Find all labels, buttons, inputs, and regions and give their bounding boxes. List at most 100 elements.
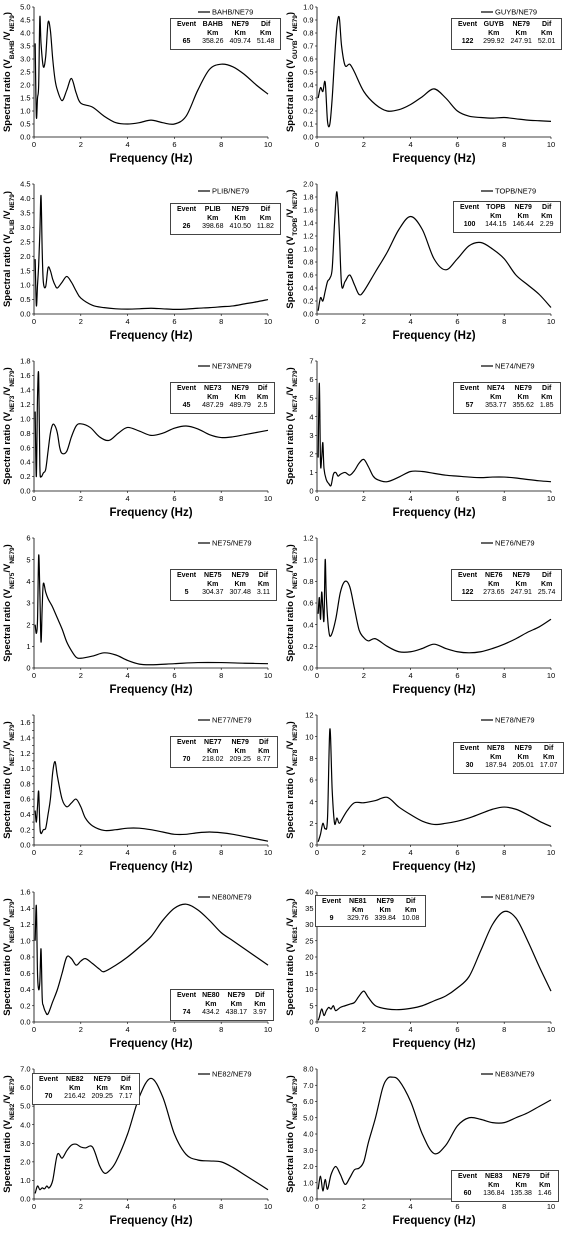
y-tick-label: 1.6 <box>20 371 30 380</box>
info-cell: 25.74 <box>537 589 556 596</box>
x-tick-label: 0 <box>315 671 319 680</box>
info-cell: NE82 <box>66 1076 84 1083</box>
info-cell: Event <box>177 385 197 392</box>
y-tick-label: 1.4 <box>20 904 30 913</box>
x-tick-label: 6 <box>455 140 459 149</box>
info-cell: Km <box>405 906 417 914</box>
info-cell: NE79 <box>231 206 249 213</box>
info-cell: Event <box>458 572 478 579</box>
y-tick-label: 6.0 <box>303 1097 313 1106</box>
info-cell: Event <box>177 206 197 213</box>
x-tick-label: 8 <box>219 671 223 680</box>
x-tick-label: 8 <box>219 848 223 857</box>
x-tick-label: 2 <box>362 494 366 503</box>
legend-label: NE76/NE79 <box>495 539 535 548</box>
info-cell: Km <box>488 580 500 588</box>
info-cell: Km <box>207 214 219 222</box>
x-tick-label: 4 <box>409 494 413 503</box>
x-axis-title: Frequency (Hz) <box>109 1038 192 1050</box>
event-info-table: Event NE74 NE79 Dif Km Km Km 57 353.77 355.62 1.85 <box>457 385 557 411</box>
x-tick-label: 10 <box>547 848 555 857</box>
info-cell <box>455 581 480 590</box>
info-cell: 409.74 <box>229 38 251 45</box>
y-tick-label: 0.5 <box>303 68 313 77</box>
x-tick-label: 4 <box>409 1025 413 1034</box>
series-line-bahb <box>34 15 269 125</box>
x-axis-title: Frequency (Hz) <box>392 1038 475 1050</box>
legend-label: PLIB/NE79 <box>212 187 249 196</box>
info-cell: NE79 <box>514 745 532 752</box>
x-tick-label: 10 <box>264 140 272 149</box>
x-tick-label: 0 <box>32 1025 36 1034</box>
y-tick-label: 1.2 <box>20 920 30 929</box>
series-line-topb <box>317 191 552 311</box>
info-cell <box>174 1001 199 1010</box>
y-axis-title: Spectral ratio (VNE73/VNE79) <box>2 367 16 485</box>
info-cell: 2.5 <box>257 402 268 409</box>
y-tick-label: 1.0 <box>20 281 30 290</box>
y-tick-label: 1.0 <box>20 1176 30 1185</box>
y-tick-label: 0.7 <box>303 42 313 51</box>
y-tick-label: 15 <box>305 969 313 978</box>
x-tick-label: 4 <box>409 671 413 680</box>
x-tick-label: 8 <box>502 494 506 503</box>
x-axis-title: Frequency (Hz) <box>109 861 192 873</box>
series-line-plib <box>34 194 269 310</box>
info-cell: 3.97 <box>253 1009 267 1016</box>
info-cell: Km <box>234 393 246 401</box>
info-cell: 339.84 <box>374 915 396 922</box>
info-cell: Km <box>69 1084 81 1092</box>
info-cell: NE79 <box>512 572 530 579</box>
y-tick-label: 2.5 <box>20 68 30 77</box>
x-axis-title: Frequency (Hz) <box>109 684 192 696</box>
y-tick-label: 0.2 <box>303 297 313 306</box>
info-cell: Km <box>254 1000 266 1008</box>
info-cell: 57 <box>465 402 474 409</box>
info-cell: NE83 <box>485 1173 503 1180</box>
x-tick-label: 6 <box>172 1202 176 1211</box>
x-axis-title: Frequency (Hz) <box>392 153 475 165</box>
chart-panel-ne83: 0.0 1.0 2.0 3.0 4.0 5.0 6.0 7.0 8.0 0 2 4 6 8 10 Freque… <box>283 1062 566 1239</box>
x-tick-label: 4 <box>126 1202 130 1211</box>
info-cell: Km <box>490 753 502 761</box>
y-tick-label: 0.4 <box>303 284 313 293</box>
chart-svg: 0 2 4 6 8 10 12 0 2 4 6 8 10 Frequency (Hz) Spectral r… <box>285 711 555 873</box>
y-tick-label: 0.5 <box>20 120 30 129</box>
info-cell: 353.77 <box>485 402 507 409</box>
x-tick-label: 0 <box>315 494 319 503</box>
event-info-box: Event NE73 NE79 Dif Km Km Km 45 487.29 489.79 2.5 <box>170 382 276 414</box>
x-tick-label: 10 <box>264 1025 272 1034</box>
y-tick-label: 1.0 <box>303 555 313 564</box>
y-tick-label: 0.0 <box>20 1195 30 1204</box>
info-cell: Km <box>257 580 270 588</box>
info-cell: Km <box>517 212 529 220</box>
x-tick-label: 0 <box>315 1202 319 1211</box>
y-tick-label: 10 <box>305 985 313 994</box>
info-cell: Km <box>541 29 553 37</box>
y-tick-label: 1.8 <box>303 193 313 202</box>
info-cell: Km <box>515 29 527 37</box>
x-axis-title: Frequency (Hz) <box>392 507 475 519</box>
y-tick-label: 4.0 <box>20 1120 30 1129</box>
y-tick-label: 6 <box>309 375 313 384</box>
y-tick-label: 0.1 <box>303 120 313 129</box>
y-tick-label: 0.0 <box>20 310 30 319</box>
chart-svg: 0.0 0.2 0.4 0.6 0.8 1.0 1.2 1.4 1.6 0 2 4 6 8 10 Freque… <box>2 888 272 1050</box>
info-cell: 5 <box>184 589 189 596</box>
x-tick-label: 2 <box>362 140 366 149</box>
info-cell: 136.84 <box>483 1190 505 1197</box>
x-tick-label: 4 <box>126 1025 130 1034</box>
y-tick-label: 3 <box>26 599 30 608</box>
x-tick-label: 4 <box>409 848 413 857</box>
chart-panel-ne75: 0 1 2 3 4 5 6 0 2 4 6 8 10 Frequency (Hz) Spectral rat… <box>0 531 283 708</box>
y-tick-label: 1.6 <box>20 888 30 897</box>
x-tick-label: 6 <box>172 1025 176 1034</box>
event-info-box: Event NE74 NE79 Dif Km Km Km 57 353.77 355.62 1.85 <box>453 382 561 414</box>
x-tick-label: 10 <box>264 671 272 680</box>
y-tick-label: 0.4 <box>20 985 30 994</box>
x-tick-label: 6 <box>455 1202 459 1211</box>
info-cell: 2.29 <box>539 221 554 228</box>
x-axis-title: Frequency (Hz) <box>109 1215 192 1227</box>
info-cell: NE79 <box>227 992 246 999</box>
info-cell: Km <box>490 393 502 401</box>
